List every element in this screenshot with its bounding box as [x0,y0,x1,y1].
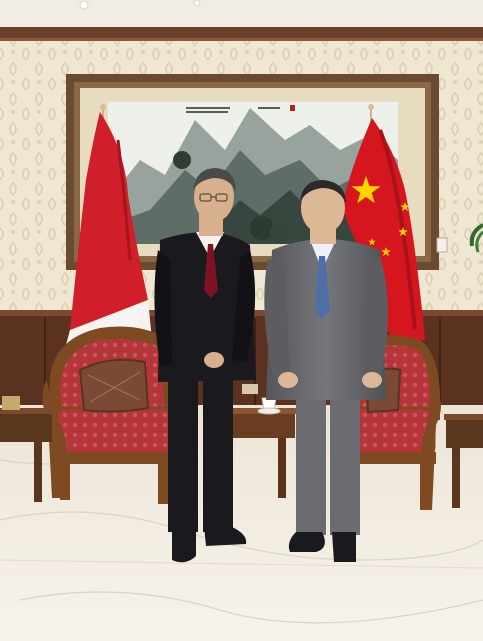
red-tie [204,244,218,298]
saucer [257,407,281,415]
right-man-shoe [332,532,356,562]
left-man-shoe [172,532,196,563]
right-armchair-cushion [350,406,436,458]
blue-tie [315,256,330,318]
coffee-table [222,384,298,498]
ceiling-light [79,0,89,10]
plant [469,223,483,253]
right-man-head [301,182,345,234]
painting-calligraphy [186,107,280,113]
left-man-shoe [204,526,247,546]
left-armchair-cushion [54,406,174,458]
tissue-box [2,396,20,410]
wall-switch [436,237,448,253]
left-armchair [42,326,174,504]
left-side-table [0,396,54,502]
man-in-black-suit [154,168,256,563]
man-in-gray-suit [264,180,388,562]
right-man-shoe [288,532,325,552]
crown-molding [0,27,483,41]
right-side-table [444,414,483,508]
painting-seal [290,105,295,111]
desk-object [242,384,258,394]
ceiling-light [193,0,201,7]
ceiling [0,0,483,28]
left-throw-pillow [78,358,150,413]
flag-stars [351,176,410,256]
eyeglasses [199,193,228,202]
